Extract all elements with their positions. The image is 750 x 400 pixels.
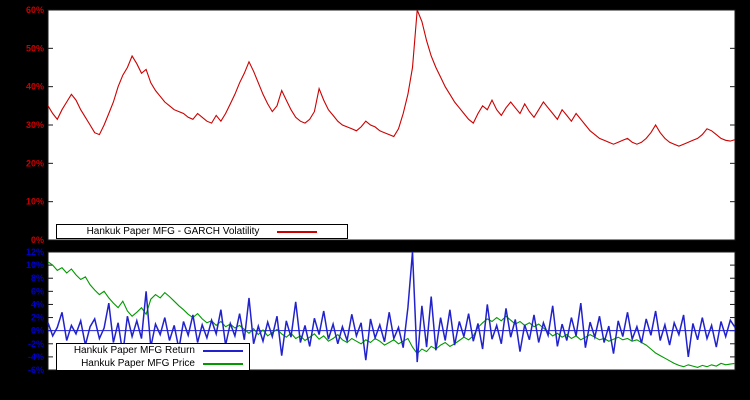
volatility-legend-label: Hankuk Paper MFG - GARCH Volatility [86,226,260,237]
volatility-line-sample-icon [277,230,318,233]
y-tick-label: 60% [26,5,44,15]
series-line-hankuk-paper-mfg-return [47,251,736,363]
y-tick-label: 50% [26,43,44,53]
series-line-hankuk-paper-mfg-garch-volatility [47,9,736,147]
y-tick-label: 40% [26,82,44,92]
y-tick-label: 12% [26,247,44,257]
plot-area [47,9,736,241]
y-tick-label: 0% [31,235,44,245]
volatility-legend: Hankuk Paper MFG - GARCH Volatility [56,224,348,239]
return-line-sample-icon [203,349,243,352]
y-tick-label: 4% [31,299,44,309]
y-tick-label: -4% [28,352,44,362]
y-tick-label: 8% [31,273,44,283]
price-line-sample-icon [203,362,243,365]
y-tick-label: 10% [26,260,44,270]
series-line-hankuk-paper-mfg-price [47,261,736,368]
y-tick-label: 30% [26,120,44,130]
return-legend-label: Hankuk Paper MFG Return [73,345,195,356]
y-tick-label: 6% [31,286,44,296]
y-tick-label: -6% [28,365,44,375]
return-legend-row: Hankuk Paper MFG Return [57,344,249,357]
y-tick-label: 0% [31,326,44,336]
y-tick-label: 10% [26,197,44,207]
y-tick-label: 20% [26,158,44,168]
y-tick-label: 2% [31,313,44,323]
y-tick-label: -2% [28,339,44,349]
return-price-legend: Hankuk Paper MFG Return Hankuk Paper MFG… [56,343,250,371]
price-legend-label: Hankuk Paper MFG Price [81,358,195,369]
price-legend-row: Hankuk Paper MFG Price [57,357,249,370]
